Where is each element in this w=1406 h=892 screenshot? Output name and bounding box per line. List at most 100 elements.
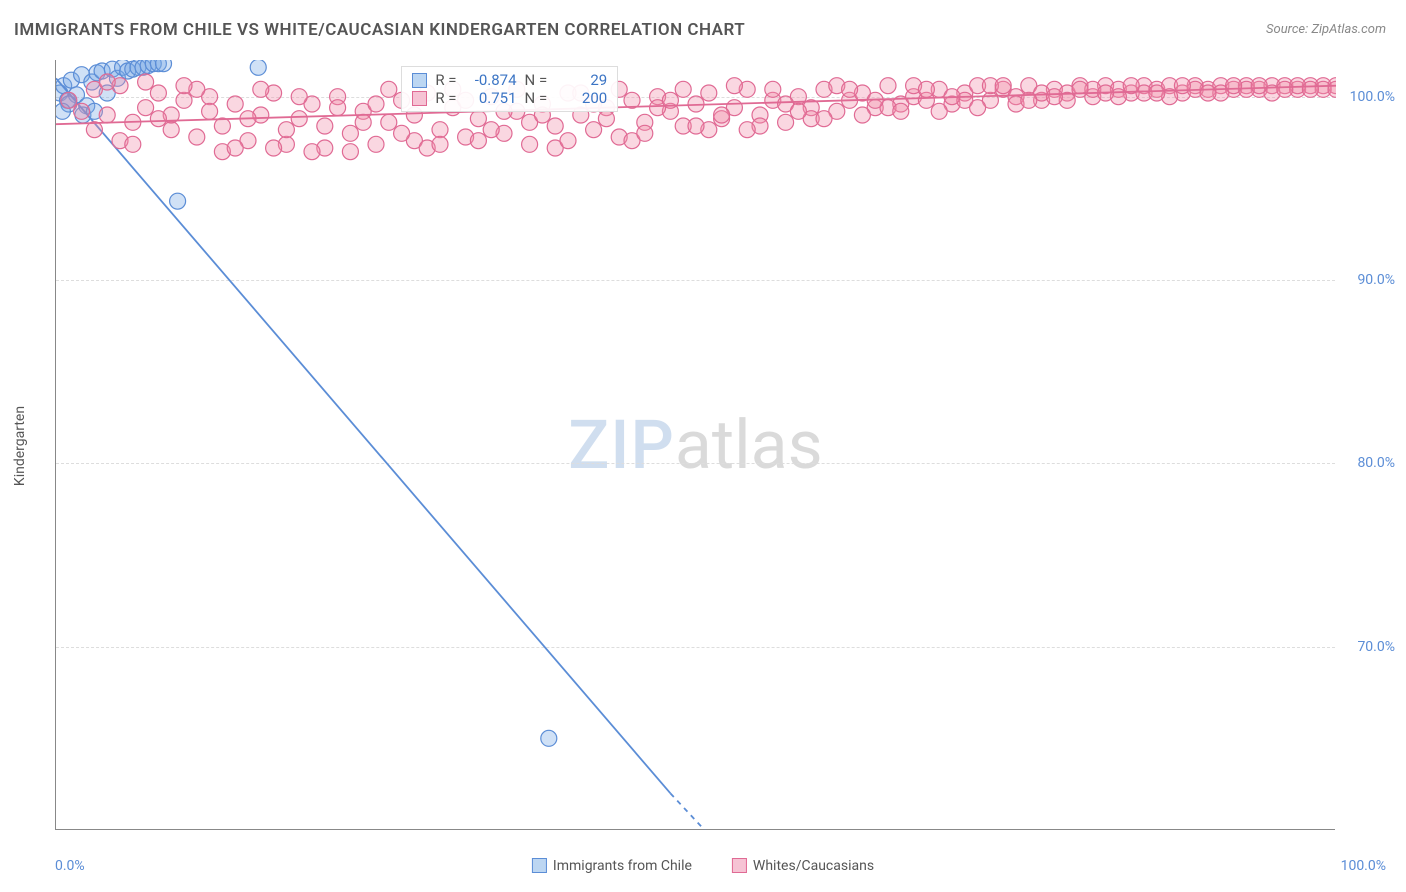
data-point[interactable]: [61, 92, 77, 108]
corr-n-value: 29: [555, 71, 607, 89]
data-point[interactable]: [1149, 85, 1165, 101]
data-point[interactable]: [714, 107, 730, 123]
data-point[interactable]: [176, 78, 192, 94]
x-axis-max: 100.0%: [1341, 858, 1386, 874]
data-point[interactable]: [470, 133, 486, 149]
data-point[interactable]: [547, 118, 563, 134]
data-point[interactable]: [1046, 89, 1062, 105]
data-point[interactable]: [432, 136, 448, 152]
data-point[interactable]: [291, 89, 307, 105]
x-axis-min: 0.0%: [55, 858, 85, 874]
data-point[interactable]: [931, 103, 947, 119]
data-point[interactable]: [790, 103, 806, 119]
data-point[interactable]: [586, 122, 602, 138]
data-point[interactable]: [816, 111, 832, 127]
data-point[interactable]: [854, 107, 870, 123]
data-point[interactable]: [304, 144, 320, 160]
data-point[interactable]: [291, 111, 307, 127]
data-point[interactable]: [202, 103, 218, 119]
y-tick-label: 90.0%: [1357, 272, 1395, 288]
data-point[interactable]: [970, 100, 986, 116]
data-point[interactable]: [278, 122, 294, 138]
data-point[interactable]: [842, 81, 858, 97]
data-point[interactable]: [170, 193, 186, 209]
data-point[interactable]: [483, 122, 499, 138]
data-point[interactable]: [1200, 85, 1216, 101]
source-link[interactable]: ZipAtlas.com: [1311, 22, 1386, 37]
corr-r-value: -0.874: [465, 71, 517, 89]
data-point[interactable]: [368, 96, 384, 112]
data-point[interactable]: [637, 125, 653, 141]
data-point[interactable]: [355, 114, 371, 130]
y-tick-label: 100.0%: [1350, 89, 1395, 105]
data-point[interactable]: [176, 92, 192, 108]
data-point[interactable]: [778, 114, 794, 130]
source-attribution: Source: ZipAtlas.com: [1266, 22, 1386, 37]
legend-item-1: Whites/Caucasians: [732, 858, 874, 874]
data-point[interactable]: [227, 96, 243, 112]
data-point[interactable]: [381, 114, 397, 130]
data-point[interactable]: [522, 136, 538, 152]
data-point[interactable]: [598, 111, 614, 127]
chart-container: IMMIGRANTS FROM CHILE VS WHITE/CAUCASIAN…: [0, 0, 1406, 892]
corr-n-label: N =: [525, 89, 548, 107]
chart-title: IMMIGRANTS FROM CHILE VS WHITE/CAUCASIAN…: [14, 20, 745, 40]
legend-swatch-1: [732, 858, 747, 873]
legend-label-1: Whites/Caucasians: [753, 858, 874, 874]
data-point[interactable]: [250, 60, 266, 75]
data-point[interactable]: [739, 122, 755, 138]
data-point[interactable]: [688, 118, 704, 134]
data-point[interactable]: [381, 81, 397, 97]
data-point[interactable]: [253, 81, 269, 97]
data-point[interactable]: [470, 111, 486, 127]
data-point[interactable]: [560, 133, 576, 149]
data-point[interactable]: [765, 81, 781, 97]
data-point[interactable]: [138, 74, 154, 90]
corr-swatch: [412, 91, 427, 106]
corr-r-value: 0.751: [465, 89, 517, 107]
corr-swatch: [412, 73, 427, 88]
data-point[interactable]: [125, 136, 141, 152]
data-point[interactable]: [342, 125, 358, 141]
trend-line-dashed: [670, 793, 721, 830]
data-point[interactable]: [368, 136, 384, 152]
data-point[interactable]: [138, 100, 154, 116]
data-point[interactable]: [918, 81, 934, 97]
legend-bottom: Immigrants from Chile Whites/Caucasians: [532, 858, 874, 874]
data-point[interactable]: [99, 107, 115, 123]
data-point[interactable]: [74, 103, 90, 119]
data-point[interactable]: [189, 129, 205, 145]
data-point[interactable]: [1277, 81, 1293, 97]
data-point[interactable]: [150, 85, 166, 101]
data-point[interactable]: [1302, 81, 1318, 97]
data-point[interactable]: [163, 122, 179, 138]
data-point[interactable]: [995, 78, 1011, 94]
data-point[interactable]: [541, 730, 557, 746]
data-point[interactable]: [675, 81, 691, 97]
data-point[interactable]: [394, 125, 410, 141]
data-point[interactable]: [1072, 81, 1088, 97]
data-point[interactable]: [99, 74, 115, 90]
data-point[interactable]: [726, 78, 742, 94]
y-axis-label: Kindergarten: [12, 406, 28, 486]
legend-item-0: Immigrants from Chile: [532, 858, 692, 874]
data-point[interactable]: [880, 78, 896, 94]
chart-svg: [56, 60, 1336, 830]
data-point[interactable]: [150, 111, 166, 127]
data-point[interactable]: [432, 122, 448, 138]
plot-area: ZIPatlas 70.0%80.0%90.0%100.0%R =-0.874N…: [55, 60, 1335, 830]
data-point[interactable]: [701, 85, 717, 101]
data-point[interactable]: [266, 140, 282, 156]
data-point[interactable]: [214, 118, 230, 134]
legend-label-0: Immigrants from Chile: [553, 858, 692, 874]
data-point[interactable]: [893, 103, 909, 119]
data-point[interactable]: [1251, 78, 1267, 94]
data-point[interactable]: [330, 100, 346, 116]
data-point[interactable]: [1226, 78, 1242, 94]
data-point[interactable]: [156, 60, 172, 72]
data-point[interactable]: [317, 118, 333, 134]
corr-n-value: 200: [555, 89, 607, 107]
data-point[interactable]: [342, 144, 358, 160]
corr-r-label: R =: [435, 71, 456, 89]
data-point[interactable]: [227, 140, 243, 156]
